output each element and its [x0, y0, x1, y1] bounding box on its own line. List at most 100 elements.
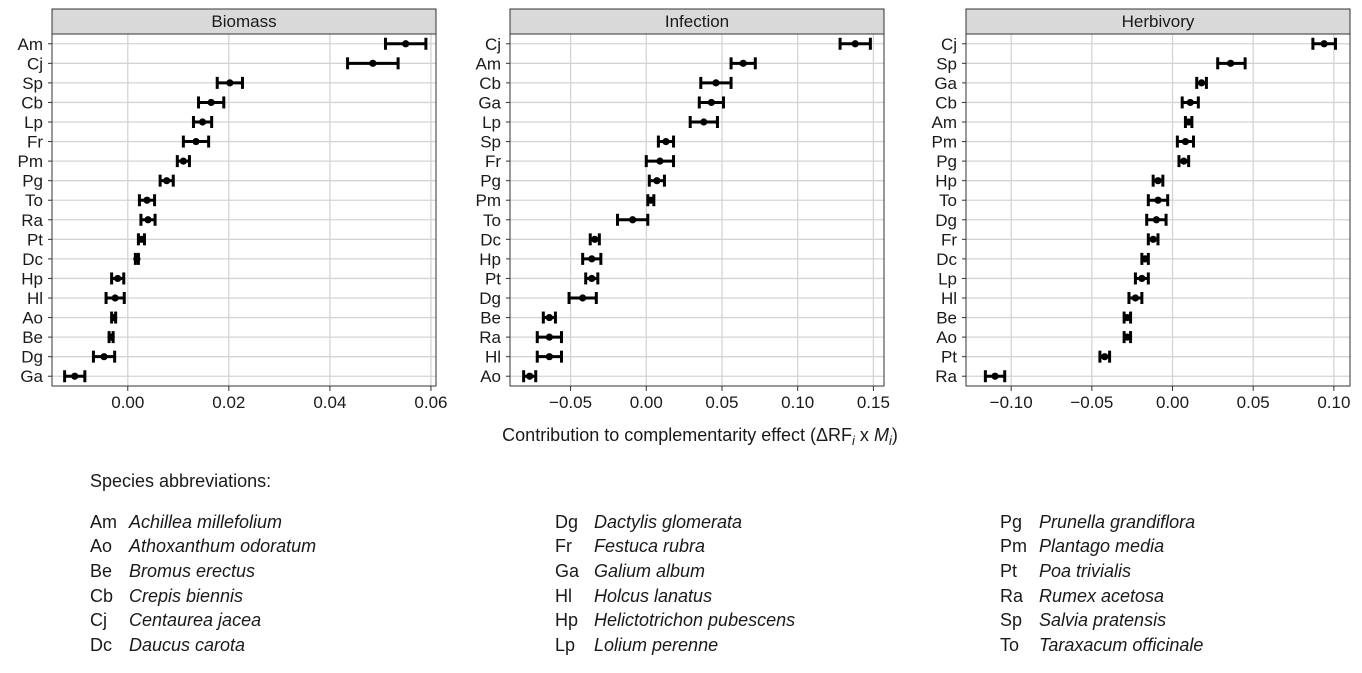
y-tick-label: Fr — [27, 133, 43, 152]
legend-species-name: Poa trivialis — [1039, 560, 1132, 581]
legend-abbreviation: Be — [90, 560, 113, 581]
y-tick-label: Sp — [480, 133, 501, 152]
y-tick-label: Hp — [479, 250, 501, 269]
facet-panels: BiomassAmCjSpCbLpFrPmPgToRaPtDcHpHlAoBeD… — [18, 8, 1351, 412]
plot-area — [966, 34, 1350, 386]
x-tick-label: −0.05 — [1070, 393, 1113, 412]
y-tick-label: Lp — [24, 113, 43, 132]
legend-item: Ao Athoxanthum odoratum — [90, 535, 316, 560]
legend-item: Hp Helictotrichon pubescens — [555, 608, 795, 633]
legend-column: Am Achillea millefolium Ao Athoxanthum odor… — [90, 510, 316, 658]
data-point — [739, 59, 747, 67]
legend-abbreviation: Sp — [1000, 610, 1023, 631]
data-point — [707, 98, 715, 107]
data-point — [143, 196, 151, 204]
x-tick-label: 0.00 — [111, 393, 144, 412]
legend-abbreviation: Pm — [1000, 536, 1027, 557]
data-point — [526, 372, 534, 380]
legend-item: Fr Festuca rubra — [555, 535, 795, 560]
y-tick-label: Fr — [941, 230, 957, 249]
legend-species-name: Plantago media — [1039, 536, 1165, 557]
y-tick-label: Pg — [936, 152, 957, 171]
y-tick-label: Hl — [27, 289, 43, 308]
y-tick-label: Cj — [27, 54, 43, 73]
plot-border — [51, 33, 437, 387]
data-point — [662, 137, 670, 146]
legend-species-name: Centaurea jacea — [129, 610, 262, 631]
data-point — [369, 59, 377, 67]
y-tick-label: Ga — [934, 74, 957, 93]
legend-abbreviation: Ra — [1000, 585, 1024, 606]
legend-title: Species abbreviations: — [90, 471, 272, 491]
legend-item: Dg Dactylis glomerata — [555, 510, 795, 535]
legend-item: Cj Centaurea jacea — [90, 608, 316, 633]
legend-species-name: Galium album — [594, 560, 706, 581]
y-tick-label: Dc — [480, 230, 501, 249]
x-tick-label: 0.00 — [630, 393, 663, 412]
y-tick-label: Ga — [478, 93, 501, 112]
y-tick-label: Sp — [22, 74, 43, 93]
data-point — [114, 274, 122, 283]
data-point — [137, 235, 146, 243]
data-point — [100, 353, 108, 361]
data-point — [133, 255, 141, 263]
data-point — [1185, 118, 1193, 126]
data-point — [179, 157, 187, 165]
legend-abbreviation: Am — [90, 511, 117, 532]
legend-species-name: Prunella grandiflora — [1039, 511, 1196, 532]
legend-species-name: Dactylis glomerata — [594, 511, 743, 532]
y-tick-label: Sp — [936, 54, 957, 73]
y-tick-label: Pg — [22, 172, 43, 191]
y-tick-label: Hp — [21, 269, 43, 288]
y-tick-label: Pg — [480, 172, 501, 191]
data-point — [1141, 255, 1149, 263]
x-tick-label: 0.06 — [414, 393, 447, 412]
data-point — [1180, 157, 1188, 165]
legend-species-name: Daucus carota — [129, 634, 246, 655]
data-point — [851, 40, 859, 48]
legend-abbreviation: Cb — [90, 585, 114, 606]
data-point — [545, 353, 553, 361]
x-axis-label: Contribution to complementarity effect (… — [502, 425, 898, 448]
y-tick-label: Be — [480, 309, 501, 328]
y-tick-label: Pm — [18, 152, 44, 171]
y-tick-label: Ga — [20, 367, 43, 386]
legend-abbreviation: To — [1000, 634, 1020, 655]
y-tick-label: Cj — [941, 35, 957, 54]
legend-item: Am Achillea millefolium — [90, 510, 316, 535]
x-tick-label: 0.05 — [705, 393, 738, 412]
x-tick-label: 0.10 — [1317, 393, 1350, 412]
y-tick-label: Am — [18, 35, 44, 54]
x-tick-label: 0.05 — [1237, 393, 1270, 412]
plot-border — [509, 33, 885, 387]
facet-strip — [51, 8, 437, 35]
y-tick-label: Be — [22, 328, 43, 347]
data-point — [1154, 177, 1162, 185]
y-tick-label: Dc — [936, 250, 957, 269]
data-point — [656, 157, 664, 165]
y-tick-label: Dg — [935, 211, 957, 230]
y-tick-label: Ra — [935, 367, 957, 386]
data-point — [1123, 313, 1131, 322]
data-point — [1152, 216, 1160, 224]
data-point — [1123, 333, 1131, 341]
y-tick-label: Pm — [476, 191, 502, 210]
y-tick-label: Ra — [21, 211, 43, 230]
data-point — [1154, 196, 1162, 204]
y-tick-label: Pt — [485, 269, 501, 288]
data-point — [588, 255, 596, 263]
legend-species-name: Festuca rubra — [594, 536, 706, 557]
legend-abbreviation: Fr — [555, 536, 572, 557]
data-point — [207, 98, 215, 107]
legend-abbreviation: Dg — [555, 511, 579, 532]
facet-title: Biomass — [211, 12, 276, 31]
legend-item: Hl Holcus lanatus — [555, 584, 795, 609]
y-tick-label: Fr — [485, 152, 501, 171]
data-point — [700, 118, 708, 126]
y-tick-label: Dc — [22, 250, 43, 269]
plot-area — [52, 34, 436, 386]
y-tick-label: To — [939, 191, 957, 210]
legend-species-name: Helictotrichon pubescens — [594, 610, 796, 631]
y-tick-label: Dg — [21, 348, 43, 367]
y-tick-label: Dg — [479, 289, 501, 308]
